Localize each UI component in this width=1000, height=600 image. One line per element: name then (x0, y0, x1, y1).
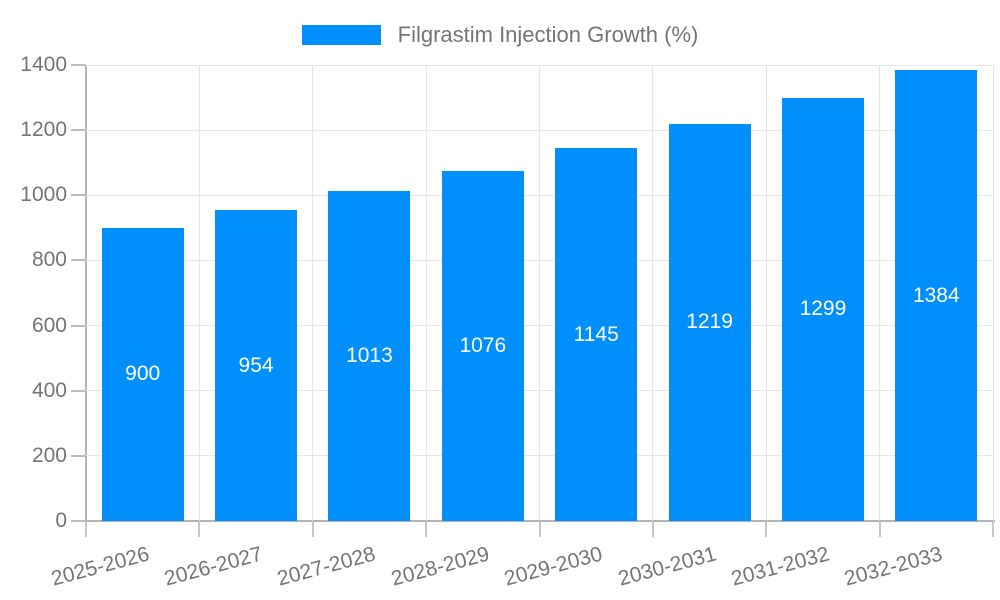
bar-value-label: 954 (238, 353, 274, 377)
v-gridline (652, 65, 654, 521)
y-axis-label: 800 (31, 248, 67, 272)
bar-value-label: 1145 (573, 322, 619, 346)
v-gridline (312, 65, 314, 521)
bar[interactable] (668, 123, 751, 521)
bar-value-label: 1299 (799, 297, 847, 321)
bar-value-label: 1013 (346, 344, 393, 368)
v-gridline (425, 65, 427, 521)
y-axis-label: 200 (31, 443, 67, 467)
y-axis-line (85, 65, 87, 522)
bar[interactable] (555, 148, 638, 521)
legend-item[interactable]: Filgrastim Injection Growth (%) (0, 22, 1000, 47)
x-tick (992, 522, 994, 537)
y-tick (71, 129, 86, 132)
bar[interactable] (101, 227, 184, 521)
legend-label: Filgrastim Injection Growth (%) (397, 22, 699, 47)
v-gridline (765, 65, 767, 521)
x-tick (538, 522, 541, 537)
x-axis-line (85, 520, 995, 522)
y-axis-label: 1400 (20, 53, 67, 76)
bar[interactable] (781, 97, 864, 521)
bar-value-label: 1384 (912, 283, 960, 307)
y-tick (71, 324, 86, 327)
y-tick (71, 194, 86, 197)
x-tick (85, 522, 87, 537)
v-gridline (992, 65, 994, 521)
bar[interactable] (215, 210, 298, 521)
y-axis-label: 400 (31, 378, 67, 402)
x-tick (878, 522, 881, 537)
bar[interactable] (328, 191, 411, 521)
x-tick (765, 522, 768, 537)
bar[interactable] (441, 170, 524, 521)
x-tick (198, 522, 201, 537)
y-axis-label: 0 (55, 509, 67, 532)
y-axis-label: 1000 (20, 183, 67, 207)
y-tick (71, 520, 86, 522)
x-tick (651, 522, 654, 537)
y-tick (71, 454, 86, 457)
x-tick (311, 522, 314, 537)
y-axis-label: 1200 (20, 118, 67, 142)
bar-value-label: 1076 (459, 333, 507, 357)
y-tick (71, 259, 86, 262)
bar-value-label: 900 (125, 362, 161, 386)
bar-value-label: 1219 (686, 310, 733, 334)
x-tick (425, 522, 428, 537)
y-tick (71, 389, 86, 392)
y-tick (71, 64, 86, 66)
legend-swatch (301, 25, 381, 45)
y-axis-label: 600 (31, 313, 67, 337)
v-gridline (539, 65, 540, 521)
bar[interactable] (895, 70, 978, 521)
v-gridline (879, 65, 881, 521)
v-gridline (198, 65, 200, 521)
